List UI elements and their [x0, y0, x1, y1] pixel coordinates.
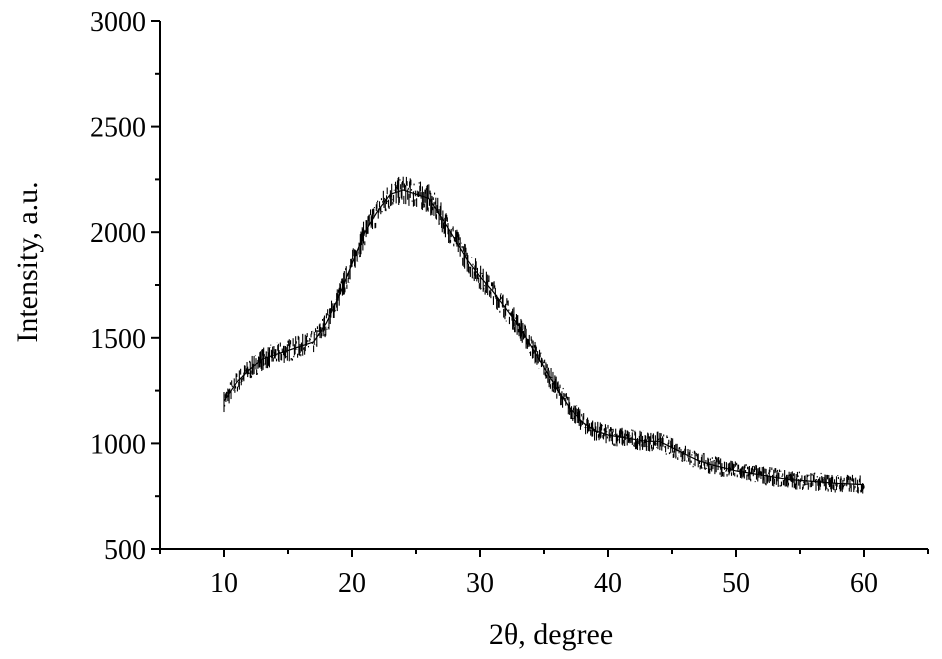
- axes: 10 20 30 40 50 60 500 1000 1500 2000 2500 3000: [90, 7, 929, 599]
- x-tick-label: 30: [466, 568, 494, 599]
- plot-area: [223, 176, 865, 494]
- y-tick-label: 1500: [90, 324, 146, 355]
- axis-frame: [159, 21, 928, 550]
- x-tick-label: 20: [338, 568, 366, 599]
- y-tick-label: 1000: [90, 429, 146, 460]
- x-axis-label: 2θ, degree: [489, 618, 613, 651]
- x-tick-label: 40: [594, 568, 622, 599]
- y-axis-label: Intensity, a.u.: [11, 181, 44, 342]
- y-tick-label: 2500: [90, 113, 146, 144]
- x-tick-label: 60: [850, 568, 878, 599]
- y-tick-label: 500: [104, 535, 146, 566]
- series-noise: [223, 176, 865, 494]
- x-tick-label: 10: [210, 568, 238, 599]
- y-tick-label: 2000: [90, 218, 146, 249]
- y-tick-label: 3000: [90, 7, 146, 38]
- x-tick-label: 50: [722, 568, 750, 599]
